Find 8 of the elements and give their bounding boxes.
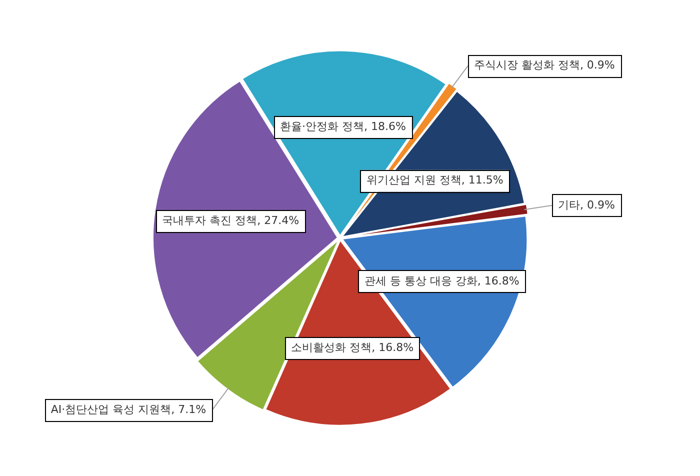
- slice-label: 환율·안정화 정책, 18.6%: [280, 120, 406, 134]
- slice-label: 위기산업 지원 정책, 11.5%: [366, 174, 504, 187]
- slice-label: 기타, 0.9%: [558, 198, 615, 212]
- slice-label: 국내투자 촉진 정책, 27.4%: [162, 214, 300, 228]
- slice-label: 소비활성화 정책, 16.8%: [291, 340, 414, 354]
- slice-label: 관세 등 통상 대응 강화, 16.8%: [364, 274, 520, 288]
- slice-label: 주식시장 활성화 정책, 0.9%: [474, 58, 615, 72]
- slice-label: AI·첨단산업 육성 지원책, 7.1%: [50, 403, 206, 416]
